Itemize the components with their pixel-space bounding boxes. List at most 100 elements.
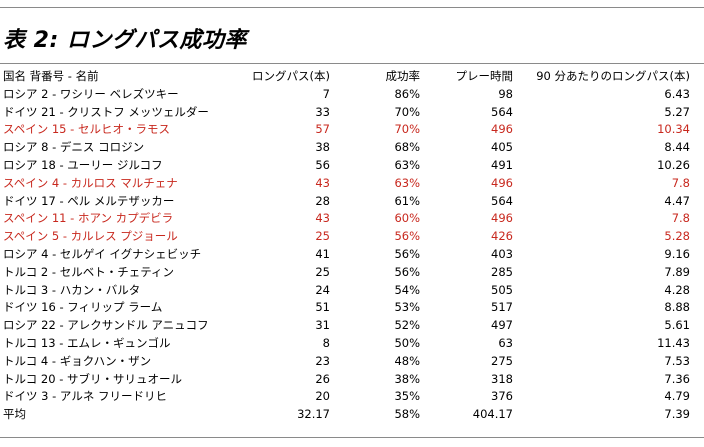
table-row: スペイン 5 - カルレス プジョール 25 56% 426 5.28 [3, 228, 690, 246]
cell-play-time: 564 [491, 104, 513, 119]
cell-long-passes: 23 [315, 353, 330, 368]
cell-play-time: 318 [491, 371, 513, 386]
table-row: ロシア 2 - ワシリー ベレズツキー 7 86% 98 6.43 [3, 86, 690, 104]
table-row: ドイツ 17 - ペル メルテザッカー 28 61% 564 4.47 [3, 193, 690, 211]
cell-success-rate: 38% [394, 371, 420, 386]
cell-per90: 9.16 [664, 246, 690, 261]
table-title: 表 2: ロングパス成功率 [3, 28, 247, 53]
cell-play-time: 491 [491, 157, 513, 172]
cell-player-name: ロシア 18 - ユーリー ジルコフ [3, 157, 163, 172]
cell-long-passes: 25 [315, 229, 330, 244]
cell-player-name: ロシア 4 - セルゲイ イグナシェビッチ [3, 246, 202, 261]
header-row: 国名 背番号 - 名前 ロングパス(本) 成功率 プレー時間 90 分あたりのロ… [3, 68, 690, 86]
cell-per90: 7.53 [664, 353, 690, 368]
cell-play-time: 564 [491, 193, 513, 208]
table-row: トルコ 4 - ギョクハン・ザン 23 48% 275 7.53 [3, 353, 690, 371]
cell-success-rate: 70% [394, 122, 420, 137]
column-header-success-rate: 成功率 [385, 69, 421, 83]
cell-player-name: トルコ 4 - ギョクハン・ザン [3, 353, 152, 368]
cell-success-rate: 63% [394, 157, 420, 172]
cell-player-name: トルコ 3 - ハカン・バルタ [3, 282, 141, 297]
cell-play-time: 98 [498, 86, 513, 101]
cell-success-rate: 52% [394, 318, 420, 333]
column-header-play-time: プレー時間 [455, 69, 514, 83]
cell-per90: 7.89 [664, 264, 690, 279]
cell-long-passes: 31 [315, 318, 330, 333]
cell-per90: 5.27 [664, 104, 690, 119]
cell-per90: 11.43 [657, 335, 690, 350]
cell-play-time: 496 [491, 175, 513, 190]
cell-play-time: 275 [491, 353, 513, 368]
cell-play-time: 63 [498, 335, 513, 350]
cell-player-name: ロシア 8 - デニス コロジン [3, 140, 145, 155]
cell-per90: 6.43 [664, 86, 690, 101]
average-row: 平均 32.17 58% 404.17 7.39 [3, 406, 690, 424]
cell-success-rate: 61% [394, 193, 420, 208]
cell-player-name: スペイン 4 - カルロス マルチェナ [3, 175, 178, 190]
table-row: トルコ 20 - サブリ・サリュオール 26 38% 318 7.36 [3, 371, 690, 389]
cell-long-passes: 33 [315, 104, 330, 119]
header-rule [0, 63, 704, 64]
average-long-passes: 32.17 [297, 407, 330, 422]
cell-long-passes: 57 [315, 122, 330, 137]
cell-play-time: 517 [491, 300, 513, 315]
cell-player-name: スペイン 11 - ホアン カプデビラ [3, 211, 174, 226]
cell-player-name: トルコ 20 - サブリ・サリュオール [3, 371, 183, 386]
cell-per90: 10.26 [657, 157, 690, 172]
table-body: ロシア 2 - ワシリー ベレズツキー 7 86% 98 6.43 ドイツ 21 - クリ… [3, 86, 690, 406]
average-label: 平均 [3, 407, 26, 422]
cell-player-name: ドイツ 17 - ペル メルテザッカー [3, 193, 175, 208]
column-header-long-passes: ロングパス(本) [252, 69, 330, 83]
table-row: ドイツ 21 - クリストフ メッツェルダー 33 70% 564 5.27 [3, 104, 690, 122]
cell-long-passes: 20 [315, 389, 330, 404]
cell-player-name: ドイツ 21 - クリストフ メッツェルダー [3, 104, 209, 119]
table-row: トルコ 13 - エムレ・ギュンゴル 8 50% 63 11.43 [3, 335, 690, 353]
cell-player-name: ロシア 22 - アレクサンドル アニュコフ [3, 318, 209, 333]
cell-player-name: ロシア 2 - ワシリー ベレズツキー [3, 86, 179, 101]
cell-play-time: 496 [491, 122, 513, 137]
cell-per90: 7.8 [671, 175, 690, 190]
cell-long-passes: 51 [315, 300, 330, 315]
cell-success-rate: 54% [394, 282, 420, 297]
table-row: ロシア 22 - アレクサンドル アニュコフ 31 52% 497 5.61 [3, 317, 690, 335]
cell-player-name: トルコ 13 - エムレ・ギュンゴル [3, 335, 171, 350]
cell-per90: 5.61 [664, 318, 690, 333]
cell-per90: 5.28 [664, 229, 690, 244]
average-play-time: 404.17 [472, 407, 513, 422]
cell-success-rate: 86% [394, 86, 420, 101]
cell-per90: 10.34 [657, 122, 690, 137]
cell-per90: 7.36 [664, 371, 690, 386]
cell-play-time: 405 [491, 140, 513, 155]
cell-success-rate: 56% [394, 246, 420, 261]
cell-per90: 7.8 [671, 211, 690, 226]
column-header-name: 国名 背番号 - 名前 [3, 69, 99, 83]
cell-play-time: 505 [491, 282, 513, 297]
cell-long-passes: 56 [315, 157, 330, 172]
table-row: ロシア 4 - セルゲイ イグナシェビッチ 41 56% 403 9.16 [3, 246, 690, 264]
top-rule [0, 7, 704, 8]
cell-long-passes: 41 [315, 246, 330, 261]
average-success-rate: 58% [394, 407, 420, 422]
cell-success-rate: 56% [394, 264, 420, 279]
table-row: スペイン 4 - カルロス マルチェナ 43 63% 496 7.8 [3, 175, 690, 193]
cell-player-name: トルコ 2 - セルベト・チェティン [3, 264, 175, 279]
cell-success-rate: 70% [394, 104, 420, 119]
cell-success-rate: 68% [394, 140, 420, 155]
table-row: トルコ 2 - セルベト・チェティン 25 56% 285 7.89 [3, 264, 690, 282]
cell-success-rate: 53% [394, 300, 420, 315]
table-row: トルコ 3 - ハカン・バルタ 24 54% 505 4.28 [3, 282, 690, 300]
cell-per90: 8.44 [664, 140, 690, 155]
cell-per90: 4.47 [664, 193, 690, 208]
cell-play-time: 497 [491, 318, 513, 333]
cell-success-rate: 35% [394, 389, 420, 404]
cell-per90: 4.28 [664, 282, 690, 297]
cell-success-rate: 56% [394, 229, 420, 244]
cell-per90: 4.79 [664, 389, 690, 404]
cell-long-passes: 25 [315, 264, 330, 279]
cell-player-name: ドイツ 16 - フィリップ ラーム [3, 300, 163, 315]
cell-play-time: 426 [491, 229, 513, 244]
cell-success-rate: 60% [394, 211, 420, 226]
cell-per90: 8.88 [664, 300, 690, 315]
cell-success-rate: 63% [394, 175, 420, 190]
cell-long-passes: 43 [315, 211, 330, 226]
